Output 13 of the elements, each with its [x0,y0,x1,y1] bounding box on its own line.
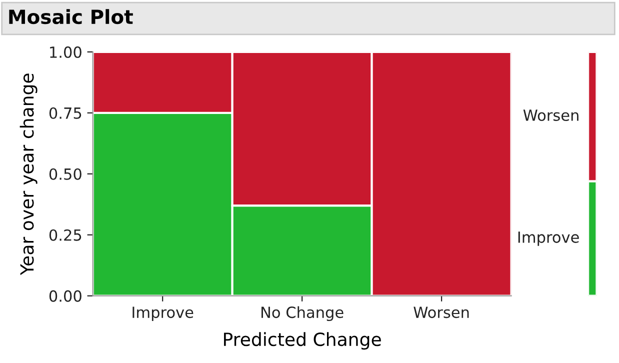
chart-title: Mosaic Plot [9,9,133,24]
y-tick-label: 0.75 [49,107,82,119]
y-tick-label: 1.00 [50,46,82,58]
y-tick-label: 0.00 [49,290,82,302]
x-tick-label: No Change [262,306,344,322]
x-tick-label: Improve [132,306,194,322]
x-tick-label: Worsen [414,306,469,318]
x-axis-title: Predicted Change [224,332,381,350]
y-tick-label: 0.25 [49,229,82,241]
y-tick-label: 0.50 [49,168,82,180]
series-label: Improve [518,232,579,246]
series-label: Worsen [523,110,578,121]
y-axis-title: Year over year change [20,74,38,276]
